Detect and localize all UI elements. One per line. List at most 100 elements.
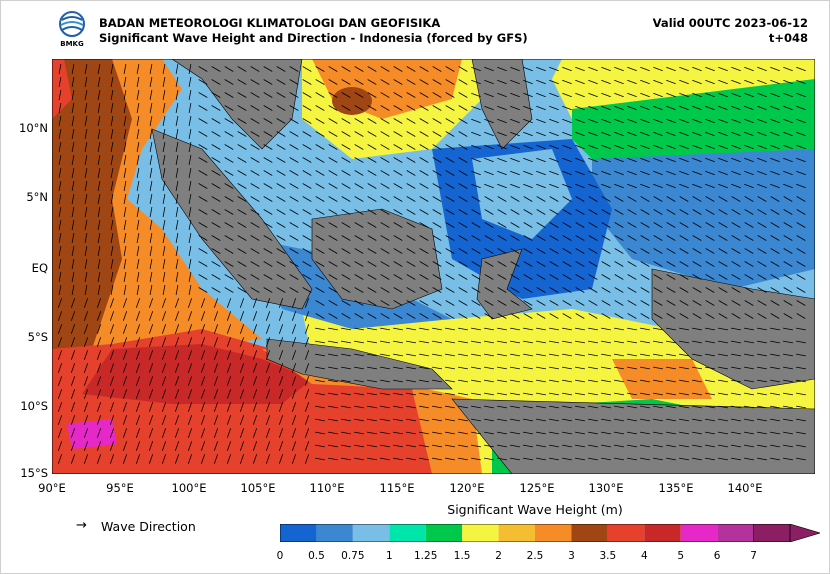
wave-arrow [367,392,377,396]
wave-arrow [471,457,481,461]
wave-arrow [276,235,286,241]
wave-arrow [549,118,559,124]
wave-arrow [380,92,390,98]
wave-arrow [484,131,494,137]
wave-arrow [601,79,611,85]
wave-arrow [575,222,585,228]
wave-arrow [291,428,297,438]
wave-arrow [252,389,258,399]
wave-arrow [523,196,533,202]
wave-arrow [731,170,741,176]
wave-arrow [588,235,598,241]
wave-arrow [718,353,728,357]
wave-arrow [304,441,310,451]
land-java [266,338,453,390]
wave-arrow [162,168,166,178]
wave-arrow [536,327,546,331]
wave-arrow [536,405,546,409]
wave-arrow [770,405,780,409]
wave-arrow [562,274,572,280]
wave-arrow [406,327,416,331]
wave-arrow [536,300,546,306]
wave-arrow [796,379,806,383]
wave-arrow [744,405,754,409]
wave-arrow [770,248,780,254]
wave-arrow [315,235,325,241]
wave-arrow [380,248,390,254]
wave-arrow [367,183,377,189]
colorbar-title: Significant Wave Height (m) [447,502,623,517]
wave-arrow [84,90,88,100]
wave-arrow [653,144,663,150]
wave-arrow [263,92,273,98]
wave-arrow [549,248,559,254]
wave-arrow [549,366,559,370]
wave-arrow [276,261,286,267]
wave-arrow [692,366,702,370]
wave-arrow [354,144,364,150]
wave-arrow [471,118,481,124]
wave-arrow [471,405,481,409]
wave-arrow [627,431,637,435]
wave-arrow [122,350,128,360]
wave-arrow [588,431,598,435]
wave-arrow [161,441,167,451]
wave-arrow [666,457,676,461]
wave-arrow [666,261,676,267]
wave-arrow [536,79,546,85]
wave-arrow [291,441,297,451]
wave-arrow [458,287,468,293]
wave-arrow [58,155,62,165]
wave-arrow [575,340,585,344]
wave-arrow [783,92,793,98]
wave-arrow [497,366,507,370]
wave-arrow [304,428,310,438]
wave-arrow [744,313,754,319]
wave-arrow [263,79,273,85]
wave-arrow [705,274,715,280]
wave-arrow [367,261,377,267]
wave-arrow [367,313,377,319]
wave-arrow [549,131,559,137]
wave-arrow [484,222,494,228]
wave-arrow [200,337,206,347]
wave-arrow [109,415,115,425]
wave-arrow [315,144,325,150]
wave-arrow [471,366,481,370]
wave-arrow [705,327,715,331]
wave-arrow [627,405,637,409]
wave-arrow [406,418,416,422]
wave-arrow [679,209,689,215]
wave-arrow [213,428,219,438]
wave-arrow [162,103,166,113]
wave-arrow [575,418,585,422]
wave-arrow [471,79,481,85]
wave-arrow [614,379,624,383]
wave-arrow [135,415,141,425]
wave-arrow [679,392,689,396]
wave-arrow [406,313,416,319]
wave-arrow [614,287,624,293]
wave-arrow [666,340,676,344]
wave-arrow [315,248,325,254]
wave-arrow [276,157,286,163]
wave-arrow [136,220,140,230]
wave-arrow [484,92,494,98]
wave-arrow [136,181,140,191]
wave-arrow [289,131,299,137]
wave-arrow [57,454,63,464]
wave-arrow [705,157,715,163]
wave-arrow [174,428,180,438]
wave-arrow [198,274,208,280]
wave-arrow [783,405,793,409]
wave-arrow [354,444,364,448]
wave-arrow [471,300,481,306]
wave-arrow [109,402,115,412]
wave-arrow [562,392,572,396]
wave-arrow [549,379,559,383]
wave-arrow [304,311,310,321]
wave-arrow [432,209,442,215]
wave-arrow [263,196,273,202]
wave-arrow [445,431,455,435]
wave-arrow [237,144,247,150]
